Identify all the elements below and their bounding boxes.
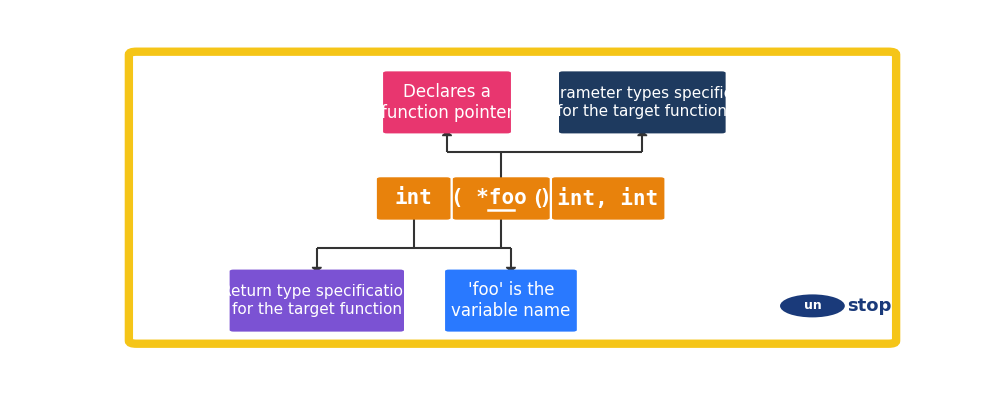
FancyBboxPatch shape xyxy=(383,72,511,133)
FancyBboxPatch shape xyxy=(230,270,404,332)
FancyBboxPatch shape xyxy=(129,52,896,344)
FancyBboxPatch shape xyxy=(552,177,664,220)
Text: ( *foo ): ( *foo ) xyxy=(451,189,552,208)
Polygon shape xyxy=(506,268,516,271)
Text: 'foo' is the
variable name: 'foo' is the variable name xyxy=(451,281,571,320)
Text: ( int, int ): ( int, int ) xyxy=(532,188,684,209)
Text: un: un xyxy=(804,299,821,312)
Polygon shape xyxy=(442,132,452,136)
Text: Declares a
function pointer: Declares a function pointer xyxy=(381,83,513,122)
Text: int: int xyxy=(395,189,433,208)
Ellipse shape xyxy=(780,294,845,318)
FancyBboxPatch shape xyxy=(453,177,550,220)
Text: Return type specification
for the target function: Return type specification for the target… xyxy=(221,285,413,317)
FancyBboxPatch shape xyxy=(559,72,726,133)
FancyBboxPatch shape xyxy=(377,177,451,220)
Text: stop: stop xyxy=(847,297,892,315)
FancyBboxPatch shape xyxy=(445,270,577,332)
Polygon shape xyxy=(312,268,321,271)
Polygon shape xyxy=(638,132,647,136)
Text: Parameter types specified
for the target function: Parameter types specified for the target… xyxy=(542,86,743,119)
